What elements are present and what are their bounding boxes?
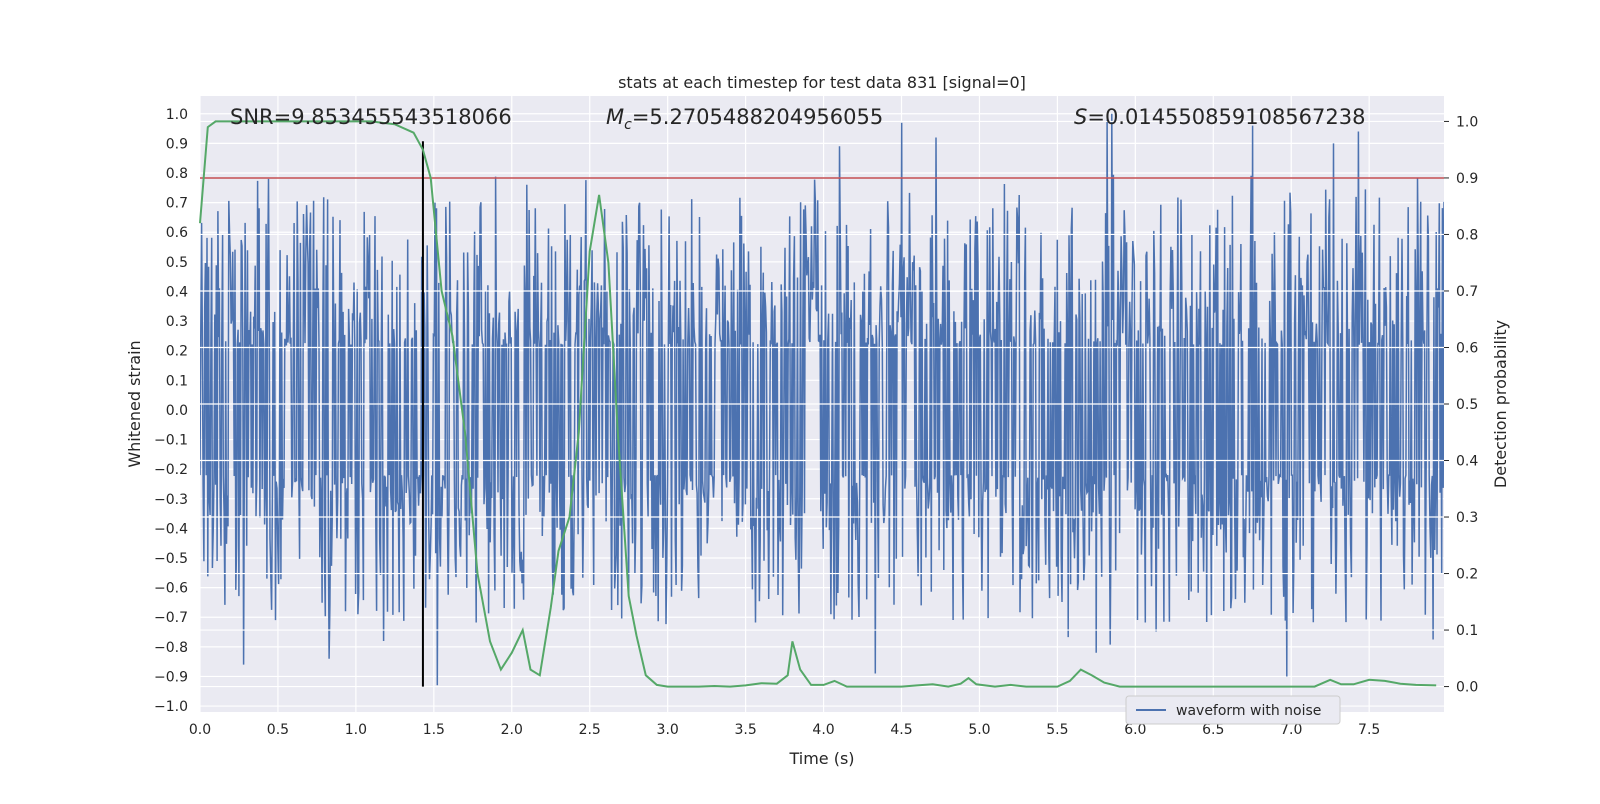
x-tick-label: 3.0 <box>657 722 679 738</box>
chart-title: stats at each timestep for test data 831… <box>618 73 1026 92</box>
x-tick-label: 7.0 <box>1280 722 1302 738</box>
x-tick-label: 2.5 <box>579 722 601 738</box>
y-tick-label: −0.9 <box>154 669 188 685</box>
x-tick-label: 1.0 <box>345 722 367 738</box>
y2-tick-label: 0.0 <box>1456 680 1478 696</box>
s-symbol: S <box>1074 105 1087 129</box>
x-tick-label: 3.5 <box>734 722 756 738</box>
y-tick-label: −0.5 <box>154 551 188 567</box>
y-tick-label: −0.2 <box>154 462 188 478</box>
y-tick-label: 0.8 <box>166 166 188 182</box>
x-axis-label: Time (s) <box>788 749 854 768</box>
y2-tick-label: 0.4 <box>1456 454 1478 470</box>
y-tick-label: 0.9 <box>166 136 188 152</box>
y-tick-labels: 1.0 0.9 0.8 0.7 0.6 0.5 0.4 0.3 0.2 0.1 0.0 −0.1 −0.… <box>154 107 188 715</box>
x-tick-label: 5.5 <box>1046 722 1068 738</box>
y-tick-label: 0.5 <box>166 255 188 271</box>
y-tick-label: 0.1 <box>166 373 188 389</box>
y2-gridlines <box>200 120 1449 688</box>
y2-tick-label: 1.0 <box>1456 114 1478 130</box>
y-tick-label: 0.4 <box>166 284 188 300</box>
x-tick-label: 0.5 <box>267 722 289 738</box>
y2-tick-label: 0.8 <box>1456 227 1478 243</box>
y-tick-label: −0.6 <box>154 581 188 597</box>
s-annotation: S=0.014550859108567238 <box>1074 105 1365 129</box>
y2-tick-labels: 1.0 0.9 0.8 0.7 0.6 0.5 0.4 0.3 0.2 0.1 0.0 <box>1456 114 1478 695</box>
y-tick-label: 1.0 <box>166 107 188 123</box>
x-tick-label: 2.0 <box>501 722 523 738</box>
series-detection-probability <box>199 120 1437 688</box>
y2-tick-label: 0.7 <box>1456 284 1478 300</box>
y-tick-label: −0.7 <box>154 610 188 626</box>
chirp-mass-value: =5.2705488204956055 <box>632 105 883 129</box>
s-value: =0.014550859108567238 <box>1087 105 1365 129</box>
y2-tick-label: 0.9 <box>1456 171 1478 187</box>
chirp-mass-symbol: M <box>606 105 624 129</box>
y2-tick-label: 0.3 <box>1456 510 1478 526</box>
y-tick-label: −0.3 <box>154 492 188 508</box>
legend-label-waveform: waveform with noise <box>1176 703 1321 719</box>
legend: waveform with noise <box>1125 695 1341 725</box>
chirp-mass-annotation: Mc=5.2705488204956055 <box>606 105 883 133</box>
y2-tick-label: 0.2 <box>1456 567 1478 583</box>
x-tick-label: 5.0 <box>968 722 990 738</box>
series-waveform-with-noise <box>200 113 1444 686</box>
chirp-mass-subscript: c <box>624 117 632 133</box>
y2-axis-label: Detection probability <box>1491 320 1510 488</box>
x-tick-labels: 0.0 0.5 1.0 1.5 2.0 2.5 3.0 3.5 4.0 4.5 5.0 5.5 6.0 6… <box>189 722 1380 738</box>
legend-box <box>1125 695 1341 725</box>
x-tick-label: 4.5 <box>890 722 912 738</box>
y-tick-label: 0.0 <box>166 403 188 419</box>
y-tick-label: 0.6 <box>166 225 188 241</box>
x-tick-label: 4.0 <box>812 722 834 738</box>
y-tick-label: −0.1 <box>154 433 188 449</box>
y-tick-label: 0.3 <box>166 314 188 330</box>
y-tick-label: 0.2 <box>166 344 188 360</box>
y2-tick-label: 0.5 <box>1456 397 1478 413</box>
x-tick-label: 6.5 <box>1202 722 1224 738</box>
x-tick-label: 6.0 <box>1124 722 1146 738</box>
y2-tick-label: 0.1 <box>1456 623 1478 639</box>
y-tick-label: −1.0 <box>154 699 188 715</box>
x-tick-label: 1.5 <box>423 722 445 738</box>
y2-tick-label: 0.6 <box>1456 340 1478 356</box>
y-tick-label: −0.8 <box>154 640 188 656</box>
y-tick-label: 0.7 <box>166 196 188 212</box>
y-tick-label: −0.4 <box>154 521 188 537</box>
snr-annotation: SNR=9.853455543518066 <box>230 105 512 129</box>
x-tick-label: 0.0 <box>189 722 211 738</box>
x-tick-label: 7.5 <box>1358 722 1380 738</box>
y-axis-label: Whitened strain <box>125 340 144 467</box>
